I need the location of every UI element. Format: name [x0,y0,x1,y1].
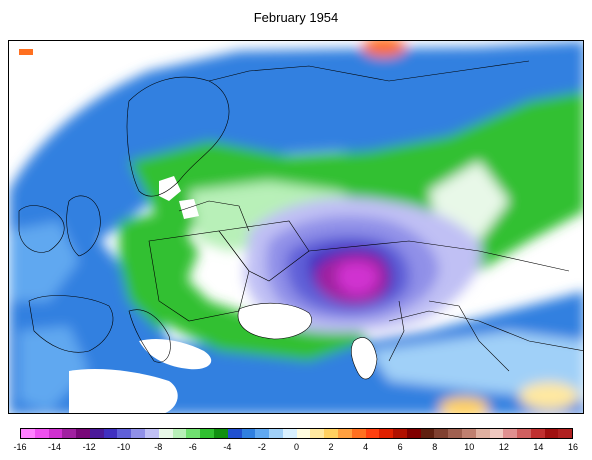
colorbar-segment [48,429,63,438]
colorbar-tick-label: 8 [432,442,438,452]
colorbar-tick-label: -10 [117,442,131,452]
colorbar-segment [379,429,394,438]
colorbar-segment [351,429,366,438]
colorbar-segment [475,429,490,438]
colorbar-tick-label: 0 [293,442,300,452]
colorbar-segment [530,429,545,438]
colorbar-segment [406,429,421,438]
colorbar-tick-label: -12 [82,442,96,452]
colorbar-tick-label: 14 [533,442,544,452]
colorbar-segment [172,429,187,438]
colorbar-tick-label: 2 [328,442,334,452]
colorbar [20,428,573,439]
colorbar-segment [448,429,462,438]
colorbar-segment [158,429,173,438]
map-title: February 1954 [253,10,339,25]
colorbar-tick-label: -6 [188,442,197,452]
colorbar-segment [255,429,270,438]
colorbar-ticks: -16 -14 -12 -10 -8 -6 -4 -2 0 2 4 6 8 10 12 14 16 [13,442,578,456]
colorbar-segment [34,429,49,438]
colorbar-segment [269,429,283,438]
colorbar-segment [434,429,449,438]
colorbar-segment [21,429,35,438]
anomaly-map-canvas [9,41,583,413]
colorbar-segment [324,429,338,438]
colorbar-tick-label: 12 [498,442,509,452]
colorbar-segment [76,429,90,438]
colorbar-segment [241,429,256,438]
colorbar-segment [420,429,435,438]
colorbar-tick-label: 16 [567,442,579,452]
colorbar-segment [544,429,559,438]
colorbar-segment [103,429,118,438]
colorbar-tick-label: 10 [464,442,475,452]
colorbar-segment [282,429,297,438]
colorbar-segment [393,429,407,438]
colorbar-tick-label: -4 [223,442,232,452]
colorbar-segment [517,429,531,438]
colorbar-segment [213,429,228,438]
colorbar-segment [186,429,201,438]
colorbar-segment [200,429,214,438]
colorbar-segment [337,429,352,438]
colorbar-tick-label: 4 [363,442,369,452]
colorbar-segment [365,429,380,438]
colorbar-segment [227,429,242,438]
colorbar-tick-label: -8 [154,442,163,452]
colorbar-segment [310,429,325,438]
water-bodies [19,49,377,413]
colorbar-segment [503,429,518,438]
colorbar-segment [145,429,159,438]
colorbar-segment [296,429,311,438]
coastlines [18,60,583,380]
colorbar-segment [117,429,132,438]
colorbar-tick-label: -16 [13,442,27,452]
colorbar-tick-label: 6 [397,442,403,452]
colorbar-tick-label: -2 [257,442,266,452]
colorbar-segment [62,429,77,438]
colorbar-segment [462,429,476,438]
colorbar-segment [489,429,504,438]
colorbar-tick-label: -14 [48,442,62,452]
colorbar-segment [558,429,573,438]
colorbar-segment [131,429,146,438]
colorbar-segment [89,429,104,438]
anomaly-map [8,40,584,414]
